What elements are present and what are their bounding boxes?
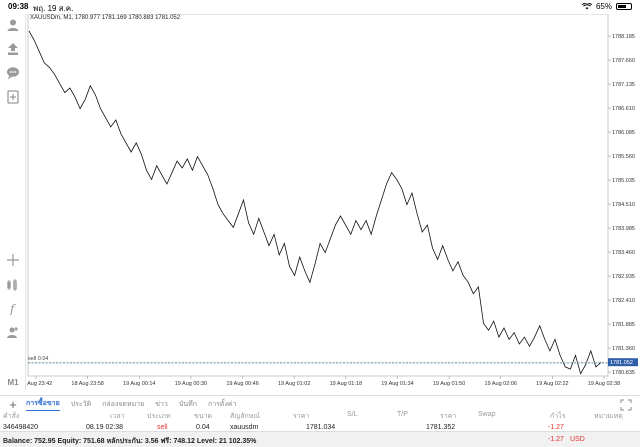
add-tab-button[interactable]: + [9, 396, 17, 412]
balance-summary: Balance: 752.95 Equity: 751.68 หลักประกั… [3, 438, 257, 445]
price-label: 1786.085 [612, 130, 635, 136]
time-label: 19 Aug 00:14 [123, 381, 155, 387]
chat-icon[interactable] [3, 63, 23, 83]
header-tp: T/P [397, 411, 408, 418]
price-label: 1787.660 [612, 58, 635, 64]
price-label: 1782.935 [612, 274, 635, 280]
header-order: คำสั่ง [3, 413, 20, 420]
new-order-icon[interactable] [3, 87, 23, 107]
tab-journal[interactable]: บันทึก [178, 401, 197, 408]
status-date: พฤ. 19 ส.ค. [33, 4, 74, 13]
tab-trade[interactable]: การซื้อขาย [26, 398, 60, 411]
price-label: 1782.410 [612, 298, 635, 304]
header-price: ราคา [293, 413, 310, 420]
wifi-icon [581, 3, 592, 10]
tab-mailbox[interactable]: กล่องจดหมาย [102, 401, 145, 408]
order-size: 0.04 [196, 424, 210, 431]
price-label: 1783.985 [612, 226, 635, 232]
price-label: 1785.035 [612, 178, 635, 184]
time-label: 19 Aug 00:30 [175, 381, 207, 387]
left-toolbar: f M1 [0, 14, 26, 390]
tab-history[interactable]: ประวัติ [70, 401, 92, 408]
price-label: 1781.360 [612, 346, 635, 352]
current-price-tag [608, 358, 638, 367]
sell-line-label: sell 0.04 [28, 356, 49, 363]
time-label: 18 Aug 23:42 [26, 381, 52, 387]
order-open-price: 1781.034 [306, 424, 336, 431]
header-sl: S/L [347, 411, 358, 418]
header-swap: Swap [478, 411, 496, 418]
price-label: 1780.835 [612, 370, 635, 376]
symbol-info: XAUUSDm, M1, 1780.977 1781.169 1780.883 … [30, 15, 181, 21]
header-current-price: ราคา [440, 413, 457, 420]
header-comment: หมายเหตุ [594, 413, 623, 420]
price-line [28, 30, 602, 375]
account-icon[interactable] [3, 15, 23, 35]
price-label: 1786.610 [612, 106, 635, 112]
function-icon[interactable]: f [3, 298, 23, 318]
header-symbol: สัญลักษณ์ [230, 413, 260, 420]
bottom-tab-bar: + การซื้อขาย ประวัติ กล่องจดหมาย ข่าว บั… [0, 395, 640, 413]
order-current-price: 1781.352 [426, 424, 456, 431]
price-label: 1784.510 [612, 202, 635, 208]
table-header: คำสั่ง เวลา ประเภท ขนาด สัญลักษณ์ ราคา S… [0, 408, 640, 424]
tab-settings[interactable]: การตั้งค่า [207, 401, 237, 408]
time-label: 19 Aug 01:50 [433, 381, 465, 387]
plot-border [27, 14, 609, 377]
price-chart[interactable]: 1788.185 1787.660 1787.135 1786.610 1786.085… [26, 14, 640, 390]
time-label: 19 Aug 00:46 [226, 381, 258, 387]
timeframe-label[interactable]: M1 [7, 378, 19, 387]
tab-news[interactable]: ข่าว [155, 401, 168, 408]
expand-icon[interactable] [620, 399, 632, 411]
order-profit: -1.27 [548, 424, 564, 431]
battery-icon [616, 3, 632, 10]
order-type: sell [157, 424, 168, 431]
price-label: 1788.185 [612, 34, 635, 40]
status-right: 65% [581, 2, 632, 11]
order-number: 346498420 [3, 424, 39, 431]
order-symbol: xauusdm [230, 424, 259, 431]
time-label: 19 Aug 02:38 [588, 381, 620, 387]
status-time: 09:38 [8, 2, 29, 11]
order-time: 08.19 02:38 [86, 424, 123, 431]
chart-canvas[interactable]: 1788.185 1787.660 1787.135 1786.610 1786.085… [26, 14, 640, 390]
indicators-icon[interactable] [3, 275, 23, 295]
current-price-label: 1781.052 [610, 360, 633, 366]
balance-bar: Balance: 752.95 Equity: 751.68 หลักประกั… [0, 431, 640, 447]
time-label: 19 Aug 01:34 [381, 381, 413, 387]
trade-icon[interactable] [3, 39, 23, 59]
price-label: 1787.135 [612, 82, 635, 88]
header-profit: กำไร [550, 413, 566, 420]
header-time: เวลา [110, 413, 125, 420]
status-bar: 09:38 พฤ. 19 ส.ค. 65% [0, 0, 640, 14]
price-label: 1783.460 [612, 250, 635, 256]
header-size: ขนาด [194, 413, 213, 420]
price-label: 1785.560 [612, 154, 635, 160]
time-label: 18 Aug 23:58 [71, 381, 103, 387]
header-type: ประเภท [147, 413, 171, 420]
time-label: 19 Aug 02:22 [536, 381, 568, 387]
crosshair-icon[interactable] [3, 250, 23, 270]
time-label: 19 Aug 01:02 [278, 381, 310, 387]
svg-text:f: f [9, 302, 17, 315]
total-profit: -1.27 [548, 436, 564, 443]
objects-icon[interactable] [3, 322, 23, 342]
time-label: 19 Aug 02:06 [485, 381, 517, 387]
time-label: 19 Aug 01:18 [330, 381, 362, 387]
price-label: 1781.885 [612, 322, 635, 328]
battery-percent: 65% [595, 2, 612, 11]
table-row[interactable]: 346498420 08.19 02:38 sell 0.04 xauusdm … [0, 421, 640, 435]
profit-currency: USD [570, 436, 585, 443]
